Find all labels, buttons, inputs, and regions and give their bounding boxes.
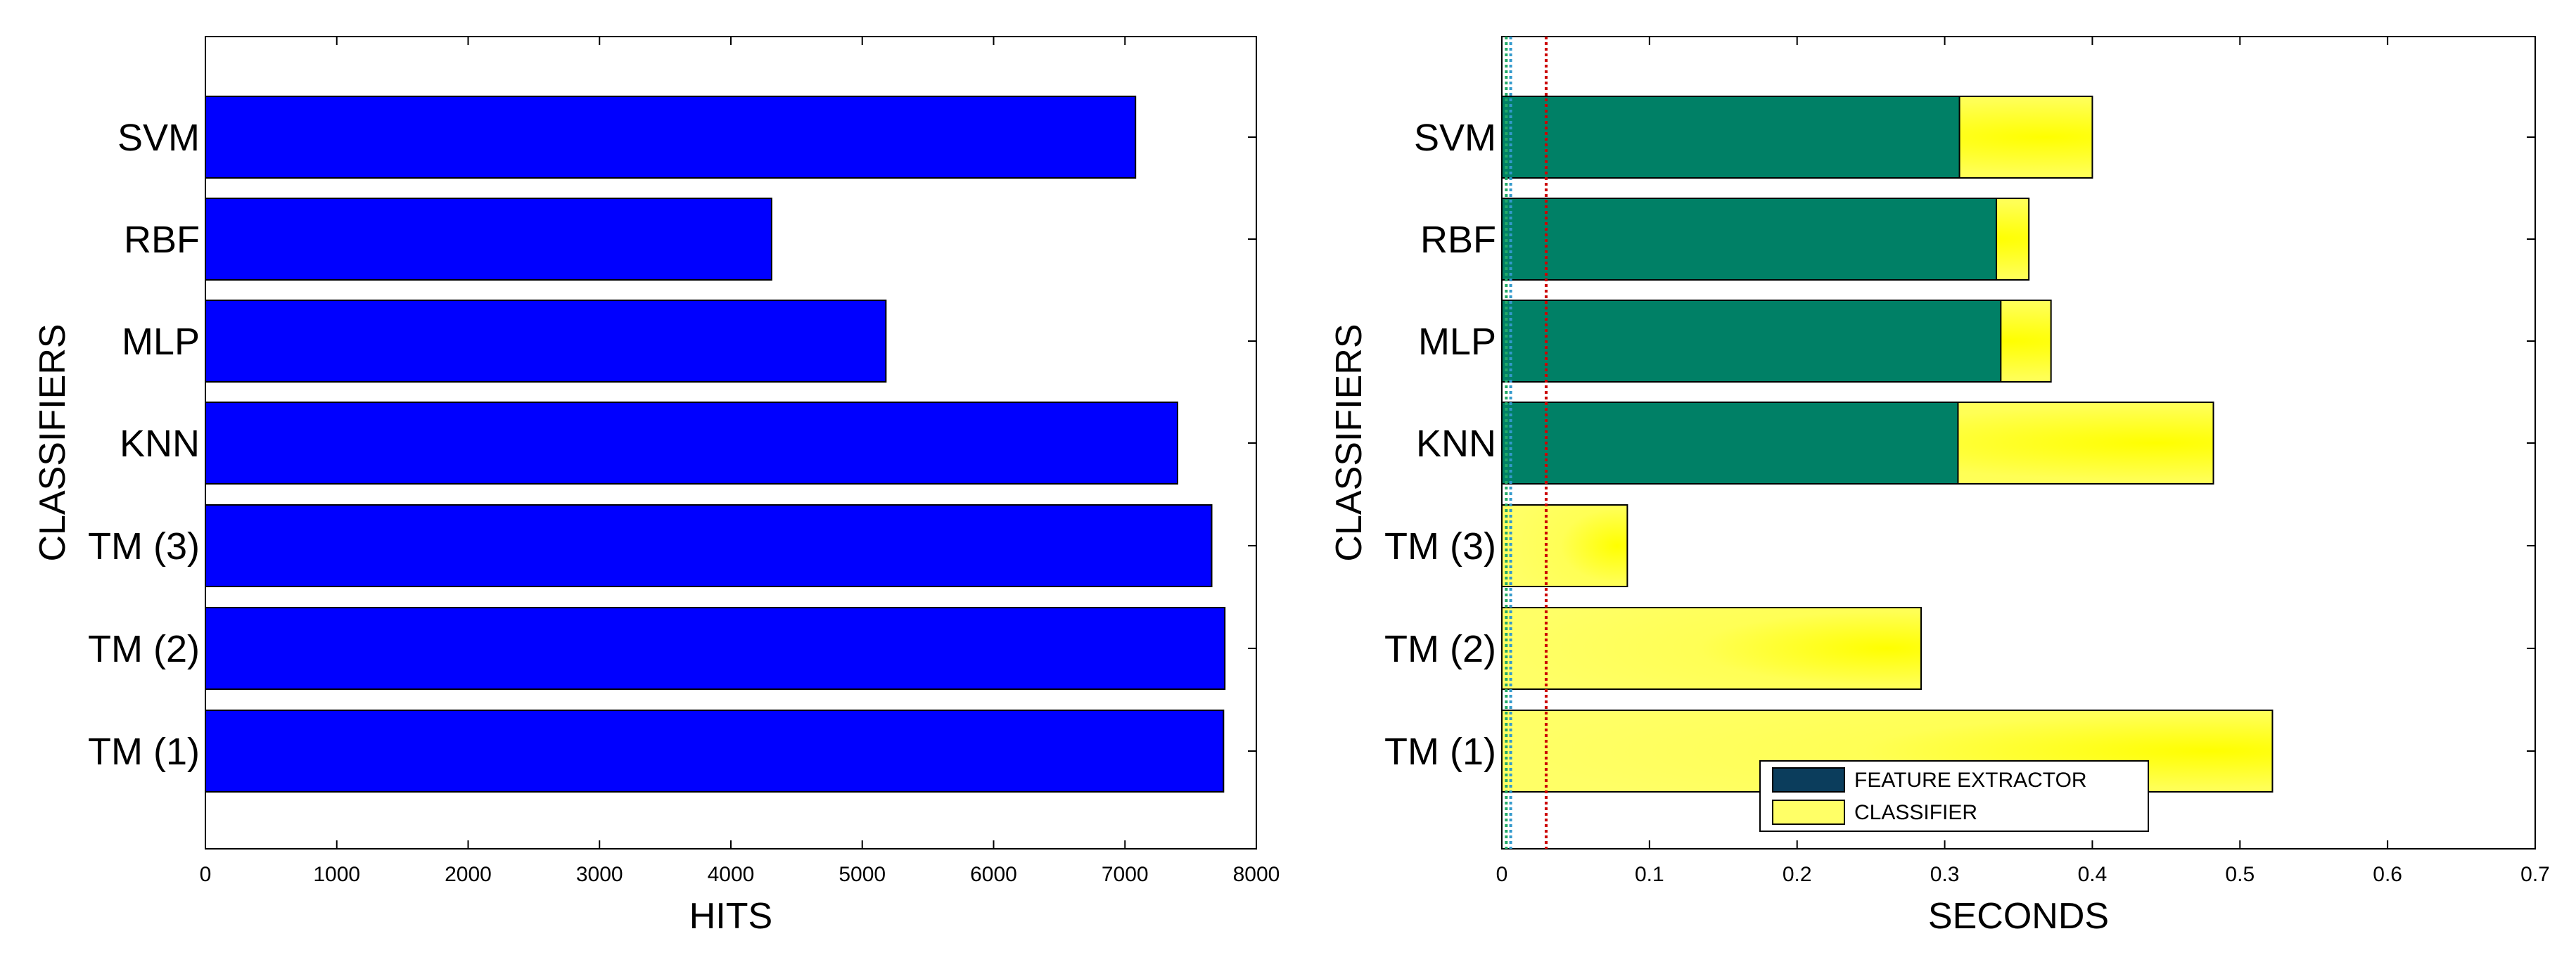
legend-label-classifier: CLASSIFIER bbox=[1854, 801, 1977, 824]
seconds-x-tick-label: 0.2 bbox=[1783, 863, 1812, 886]
hits-x-tick-label: 8000 bbox=[1233, 863, 1280, 886]
seconds-category-label: MLP bbox=[1418, 321, 1496, 363]
seconds-x-axis-label: SECONDS bbox=[1928, 896, 2109, 937]
hits-bar-tm3 bbox=[205, 504, 1213, 587]
hits-x-tick-label: 0 bbox=[200, 863, 212, 886]
seconds-x-tick-label: 0.5 bbox=[2225, 863, 2255, 886]
seconds-x-tick-label: 0.7 bbox=[2520, 863, 2550, 886]
hits-category-label: TM (1) bbox=[88, 731, 200, 773]
hits-category-label: KNN bbox=[120, 423, 200, 465]
seconds-x-tick-label: 0 bbox=[1496, 863, 1508, 886]
classifier-bar-tm3 bbox=[1501, 504, 1628, 587]
seconds-category-label: TM (2) bbox=[1384, 628, 1496, 670]
hits-category-label: MLP bbox=[122, 321, 200, 363]
hits-category-label: TM (3) bbox=[88, 525, 200, 568]
hits-x-tick-label: 6000 bbox=[970, 863, 1017, 886]
seconds-x-tick-label: 0.4 bbox=[2078, 863, 2108, 886]
legend-swatch-feature-extractor bbox=[1772, 767, 1845, 793]
legend-label-feature-extractor: FEATURE EXTRACTOR bbox=[1854, 769, 2087, 792]
hits-chart: 0 1000 2000 3000 4000 5000 6000 7000 8000 TM (1) T… bbox=[32, 36, 1280, 937]
feature-extractor-bar-svm bbox=[1501, 96, 1960, 179]
seconds-x-tick-label: 0.6 bbox=[2373, 863, 2402, 886]
feature-extractor-bar-mlp bbox=[1501, 300, 2002, 383]
feature-extractor-bar-rbf bbox=[1501, 198, 1998, 281]
hits-bar-mlp bbox=[205, 300, 887, 383]
seconds-x-tick-label: 0.1 bbox=[1635, 863, 1664, 886]
legend: FEATURE EXTRACTOR CLASSIFIER bbox=[1759, 760, 2149, 832]
hits-x-tick-label: 2000 bbox=[445, 863, 492, 886]
hits-bar-knn bbox=[205, 402, 1178, 485]
seconds-category-label: RBF bbox=[1420, 219, 1496, 261]
hits-bar-tm2 bbox=[205, 607, 1226, 690]
hits-category-label: SVM bbox=[117, 117, 200, 159]
hits-category-label: TM (2) bbox=[88, 628, 200, 670]
feature-extractor-bar-knn bbox=[1501, 402, 1959, 485]
hits-bar-rbf bbox=[205, 198, 772, 281]
hits-category-label: RBF bbox=[124, 219, 200, 261]
seconds-category-label: TM (1) bbox=[1384, 731, 1496, 773]
hits-bar-svm bbox=[205, 96, 1137, 179]
hits-y-axis-label: CLASSIFIERS bbox=[32, 323, 73, 561]
hits-x-tick-label: 5000 bbox=[839, 863, 886, 886]
seconds-category-label: SVM bbox=[1414, 117, 1496, 159]
hits-x-tick-label: 3000 bbox=[576, 863, 623, 886]
seconds-chart: 0 0.1 0.2 0.3 0.4 0.5 0.6 0.7 TM (1) TM (2) TM (3)… bbox=[1329, 36, 2550, 937]
seconds-x-tick-label: 0.3 bbox=[1930, 863, 1960, 886]
legend-swatch-classifier bbox=[1772, 800, 1845, 825]
seconds-y-axis-label: CLASSIFIERS bbox=[1329, 323, 1370, 561]
hits-x-tick-label: 4000 bbox=[708, 863, 755, 886]
hits-x-tick-label: 7000 bbox=[1102, 863, 1149, 886]
hits-x-tick-label: 1000 bbox=[313, 863, 360, 886]
hits-bar-tm1 bbox=[205, 710, 1225, 793]
classifier-bar-tm2 bbox=[1501, 607, 1922, 690]
seconds-category-label: TM (3) bbox=[1384, 525, 1496, 568]
hits-x-axis-label: HITS bbox=[689, 896, 772, 937]
seconds-category-label: KNN bbox=[1416, 423, 1496, 465]
